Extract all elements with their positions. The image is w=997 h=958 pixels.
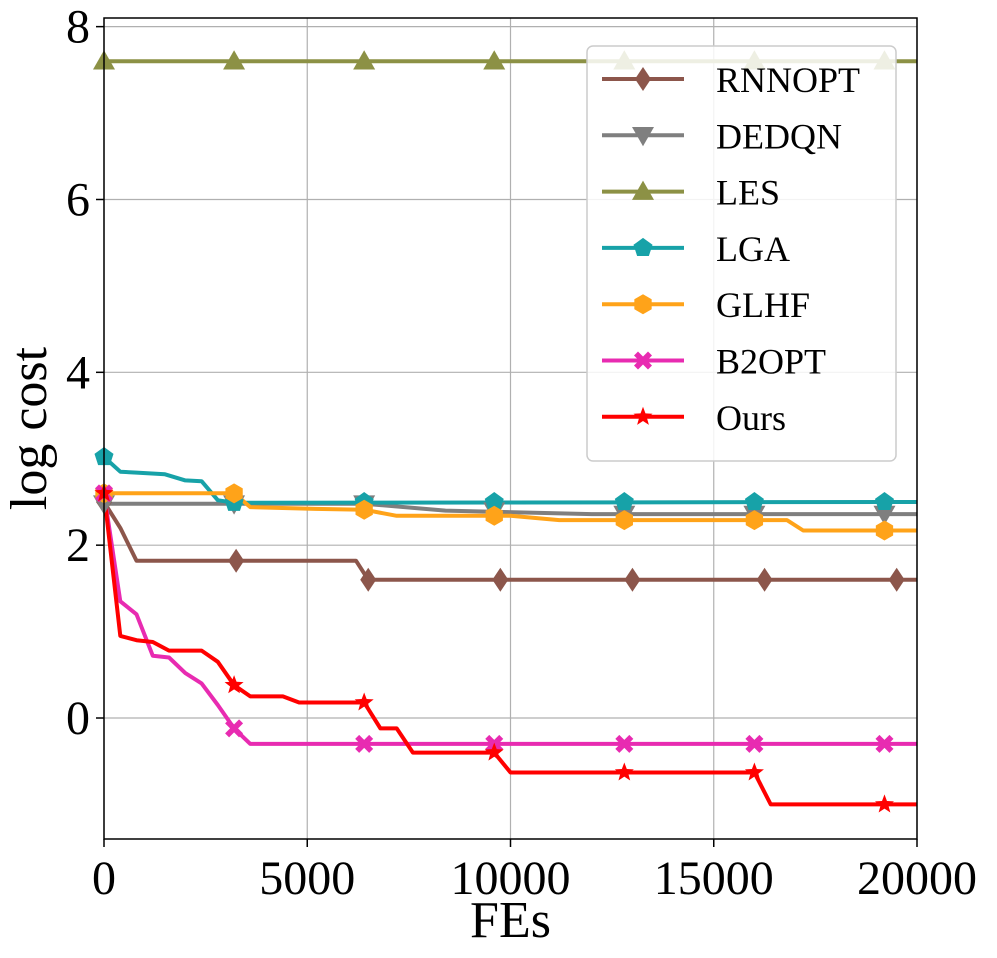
legend-marker-b2opt xyxy=(634,351,652,370)
series-marker-dedqn-6 xyxy=(873,505,896,526)
legend-label-lga: LGA xyxy=(716,229,790,269)
series-marker-b2opt-2 xyxy=(355,734,374,753)
series-marker-rnnopt-4 xyxy=(624,567,641,592)
legend-label-glhf: GLHF xyxy=(716,285,810,325)
series-marker-glhf-3 xyxy=(485,505,503,526)
series-marker-b2opt-6 xyxy=(875,734,894,753)
series-marker-lga-6 xyxy=(874,491,894,511)
series-line-ours xyxy=(102,493,917,807)
series-marker-ours-5 xyxy=(744,762,764,781)
series-marker-rnnopt-6 xyxy=(888,567,905,592)
legend-label-les: LES xyxy=(716,173,780,213)
series-marker-b2opt-1 xyxy=(225,719,244,738)
legend-label-rnnopt: RNNOPT xyxy=(716,60,860,100)
series-marker-les-1 xyxy=(223,50,246,70)
series-marker-ours-2 xyxy=(354,692,374,711)
y-tick-label-4: 8 xyxy=(66,1,90,54)
legend-marker-glhf xyxy=(634,294,652,315)
legend-label-ours: Ours xyxy=(716,398,786,438)
series-marker-rnnopt-1 xyxy=(228,548,245,573)
y-tick-label-2: 4 xyxy=(66,346,90,399)
series-marker-b2opt-4 xyxy=(615,734,634,753)
y-tick-label-1: 2 xyxy=(66,519,90,572)
series-marker-les-2 xyxy=(353,50,376,70)
x-tick-label-4: 20000 xyxy=(857,852,977,905)
y-tick-label-0: 0 xyxy=(66,692,90,745)
series-marker-ours-6 xyxy=(874,794,894,813)
series-line-glhf xyxy=(104,491,917,533)
legend: RNNOPT DEDQN LES LGA GLHF B2OPT Ours xyxy=(586,45,897,462)
legend-marker-les xyxy=(632,180,654,200)
x-tick-label-2: 10000 xyxy=(451,852,571,905)
legend-box xyxy=(586,45,897,462)
y-axis-ticks: 0 2 4 6 8 xyxy=(66,1,104,745)
series-marker-lga-5 xyxy=(744,491,764,511)
series-marker-ours-4 xyxy=(614,762,634,781)
series-marker-glhf-2 xyxy=(355,499,373,520)
legend-marker-lga xyxy=(633,237,653,256)
x-axis-ticks: 0 5000 10000 15000 20000 xyxy=(92,839,977,905)
series-marker-lga-3 xyxy=(484,491,504,511)
series-marker-b2opt-5 xyxy=(745,734,764,753)
y-tick-label-3: 6 xyxy=(66,173,90,226)
series-marker-glhf-1 xyxy=(225,483,243,504)
series-marker-glhf-5 xyxy=(745,510,764,531)
x-tick-label-1: 5000 xyxy=(259,852,355,905)
legend-label-dedqn: DEDQN xyxy=(716,116,842,156)
series-marker-lga-4 xyxy=(614,491,634,511)
series-marker-glhf-6 xyxy=(875,520,894,541)
series-marker-glhf-4 xyxy=(615,510,633,531)
series-marker-rnnopt-2 xyxy=(360,567,377,592)
y-axis-title: log cost xyxy=(1,346,58,510)
legend-marker-ours xyxy=(633,406,653,425)
series-marker-rnnopt-5 xyxy=(756,567,773,592)
x-axis-title: FEs xyxy=(470,892,551,949)
x-tick-label-0: 0 xyxy=(92,852,116,905)
x-tick-label-3: 15000 xyxy=(654,852,774,905)
legend-label-b2opt: B2OPT xyxy=(716,342,826,382)
legend-marker-rnnopt xyxy=(635,67,651,91)
series-marker-ours-1 xyxy=(224,675,244,694)
series-marker-rnnopt-3 xyxy=(492,567,509,592)
series-marker-ours-3 xyxy=(484,742,504,761)
series-marker-les-3 xyxy=(483,50,506,70)
legend-marker-dedqn xyxy=(632,127,654,147)
